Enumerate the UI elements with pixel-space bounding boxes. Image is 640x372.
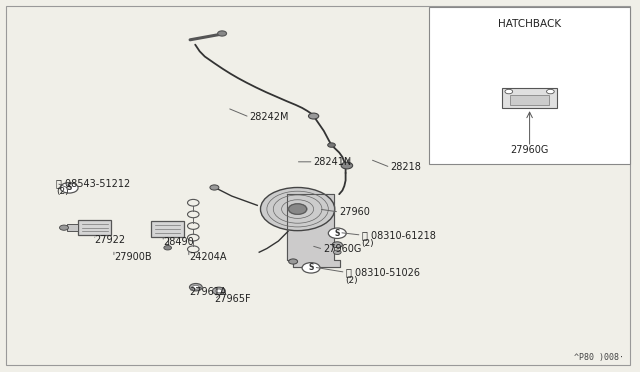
Text: (2): (2): [56, 187, 69, 196]
Text: 27900B: 27900B: [114, 253, 152, 262]
Text: (2): (2): [362, 239, 374, 248]
Circle shape: [505, 89, 513, 94]
Text: 24204A: 24204A: [189, 253, 227, 262]
Circle shape: [341, 162, 353, 169]
Text: 27960G: 27960G: [323, 244, 362, 254]
Text: (2): (2): [346, 276, 358, 285]
Polygon shape: [287, 194, 340, 267]
Text: HATCHBACK: HATCHBACK: [498, 19, 561, 29]
Text: 27960G: 27960G: [511, 145, 548, 155]
Text: Ⓢ 08310-51026: Ⓢ 08310-51026: [346, 267, 420, 277]
Text: 28490: 28490: [163, 237, 194, 247]
Bar: [510, 94, 549, 105]
Circle shape: [547, 89, 554, 94]
Bar: [502, 88, 557, 108]
Circle shape: [164, 246, 172, 250]
Circle shape: [332, 242, 342, 248]
Text: 28218: 28218: [390, 163, 421, 172]
Circle shape: [289, 259, 298, 264]
Bar: [78, 220, 111, 235]
Circle shape: [328, 228, 346, 238]
Circle shape: [189, 283, 202, 291]
Text: 28242M: 28242M: [250, 112, 289, 122]
Text: S: S: [308, 263, 314, 272]
Bar: [151, 221, 184, 237]
Text: 28241N: 28241N: [314, 157, 352, 167]
Bar: [429, 7, 630, 164]
Circle shape: [193, 285, 199, 289]
Bar: [67, 224, 78, 231]
Text: Ⓢ 08543-51212: Ⓢ 08543-51212: [56, 178, 131, 188]
Text: ^P80 )008·: ^P80 )008·: [574, 353, 624, 362]
Circle shape: [216, 289, 222, 293]
Circle shape: [218, 31, 227, 36]
Text: 27960: 27960: [339, 207, 370, 217]
Circle shape: [60, 183, 78, 193]
Text: S: S: [67, 183, 72, 192]
Circle shape: [302, 263, 320, 273]
Text: 27922: 27922: [95, 235, 126, 245]
Circle shape: [289, 204, 307, 214]
Circle shape: [328, 143, 335, 147]
Circle shape: [60, 225, 68, 230]
Text: Ⓢ 08310-61218: Ⓢ 08310-61218: [362, 230, 435, 240]
Text: S: S: [335, 229, 340, 238]
Text: 27965F: 27965F: [214, 295, 251, 304]
Circle shape: [260, 187, 335, 231]
Text: 27961A: 27961A: [189, 287, 227, 297]
Circle shape: [333, 250, 341, 254]
Circle shape: [212, 287, 225, 295]
Circle shape: [308, 113, 319, 119]
Circle shape: [210, 185, 219, 190]
